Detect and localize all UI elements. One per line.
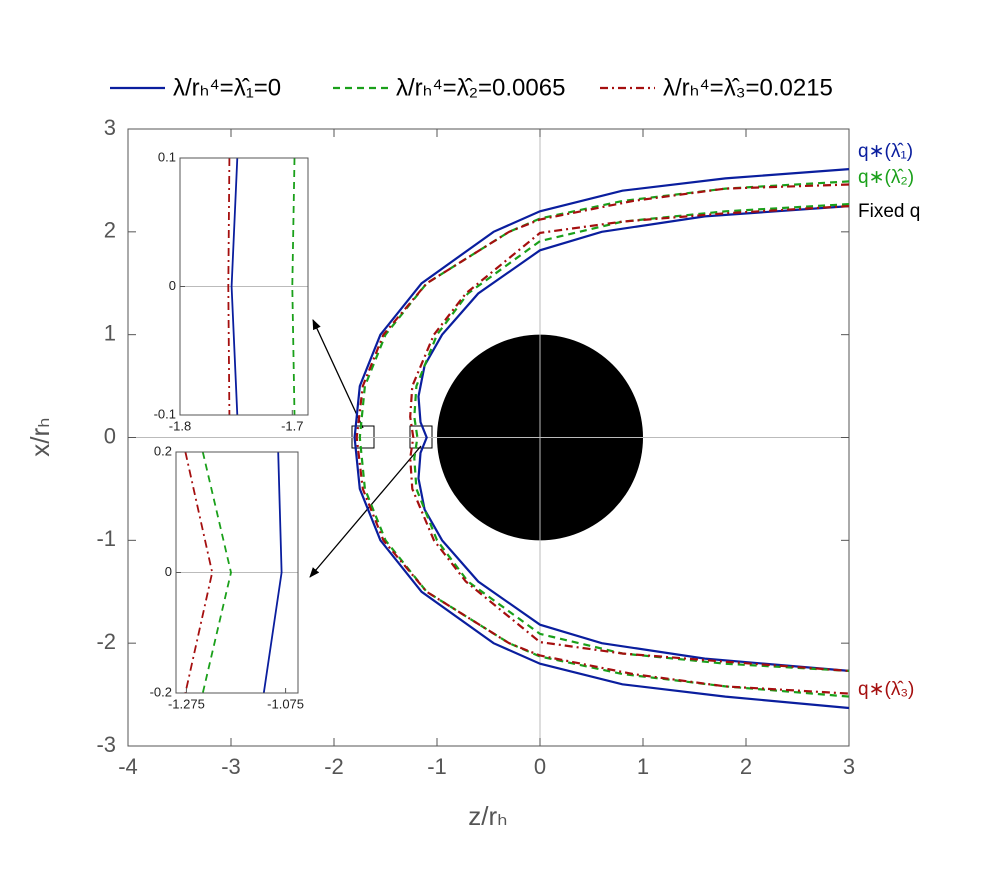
x-tick-label: -1 [427,754,447,779]
inset-x-tick-label: -1.8 [169,418,191,433]
annotation: q∗(λ̂₃) [858,679,914,700]
y-tick-label: 2 [104,218,116,243]
inset-curve [201,451,232,694]
x-axis-label: z/rₕ [468,801,507,831]
x-tick-label: 2 [740,754,752,779]
y-tick-label: 1 [104,320,116,345]
zoom-arrow [312,319,364,429]
curve [353,168,850,710]
x-tick-label: -4 [118,754,138,779]
y-tick-label: -3 [96,732,116,757]
inset-frame [179,157,309,416]
inset-x-tick-label: -1.7 [281,418,303,433]
inset-curve [291,157,296,416]
y-tick-label: 3 [104,115,116,140]
y-axis-label: x/rₕ [25,417,55,456]
inset-y-tick-label: 0.1 [158,149,176,164]
inset-curve [262,451,283,694]
x-tick-label: -2 [324,754,344,779]
inset-x-tick-label: -1.075 [267,696,304,711]
inset-curve [184,451,214,694]
inset-curve [230,157,239,416]
y-tick-label: 0 [104,423,116,448]
inset-y-tick-label: -0.2 [150,684,172,699]
x-tick-label: 0 [534,754,546,779]
curve [417,205,850,672]
x-tick-label: 3 [843,754,855,779]
zoom-arrow [309,445,422,578]
y-tick-label: -1 [96,526,116,551]
annotation: q∗(λ̂₂) [858,167,914,188]
inset-curve [227,157,231,416]
curve [358,180,850,698]
x-tick-label: -3 [221,754,241,779]
inset-y-tick-label: -0.1 [154,406,176,421]
curve [355,183,850,695]
inset-y-tick-label: 0 [169,278,176,293]
inset-y-tick-label: 0.2 [154,443,172,458]
annotation: Fixed q [858,201,920,222]
curve [409,205,850,672]
legend-label: λ/rₕ⁴=λ̂₂=0.0065 [396,74,565,101]
legend-label: λ/rₕ⁴=λ̂₃=0.0215 [663,74,833,101]
inset-y-tick-label: 0 [165,564,172,579]
inset-frame [175,451,299,694]
y-tick-label: -2 [96,629,116,654]
inset-x-tick-label: -1.275 [168,696,205,711]
legend-label: λ/rₕ⁴=λ̂₁=0 [173,74,281,101]
x-tick-label: 1 [637,754,649,779]
annotation: q∗(λ̂₁) [858,141,913,162]
plot-frame [127,128,850,747]
